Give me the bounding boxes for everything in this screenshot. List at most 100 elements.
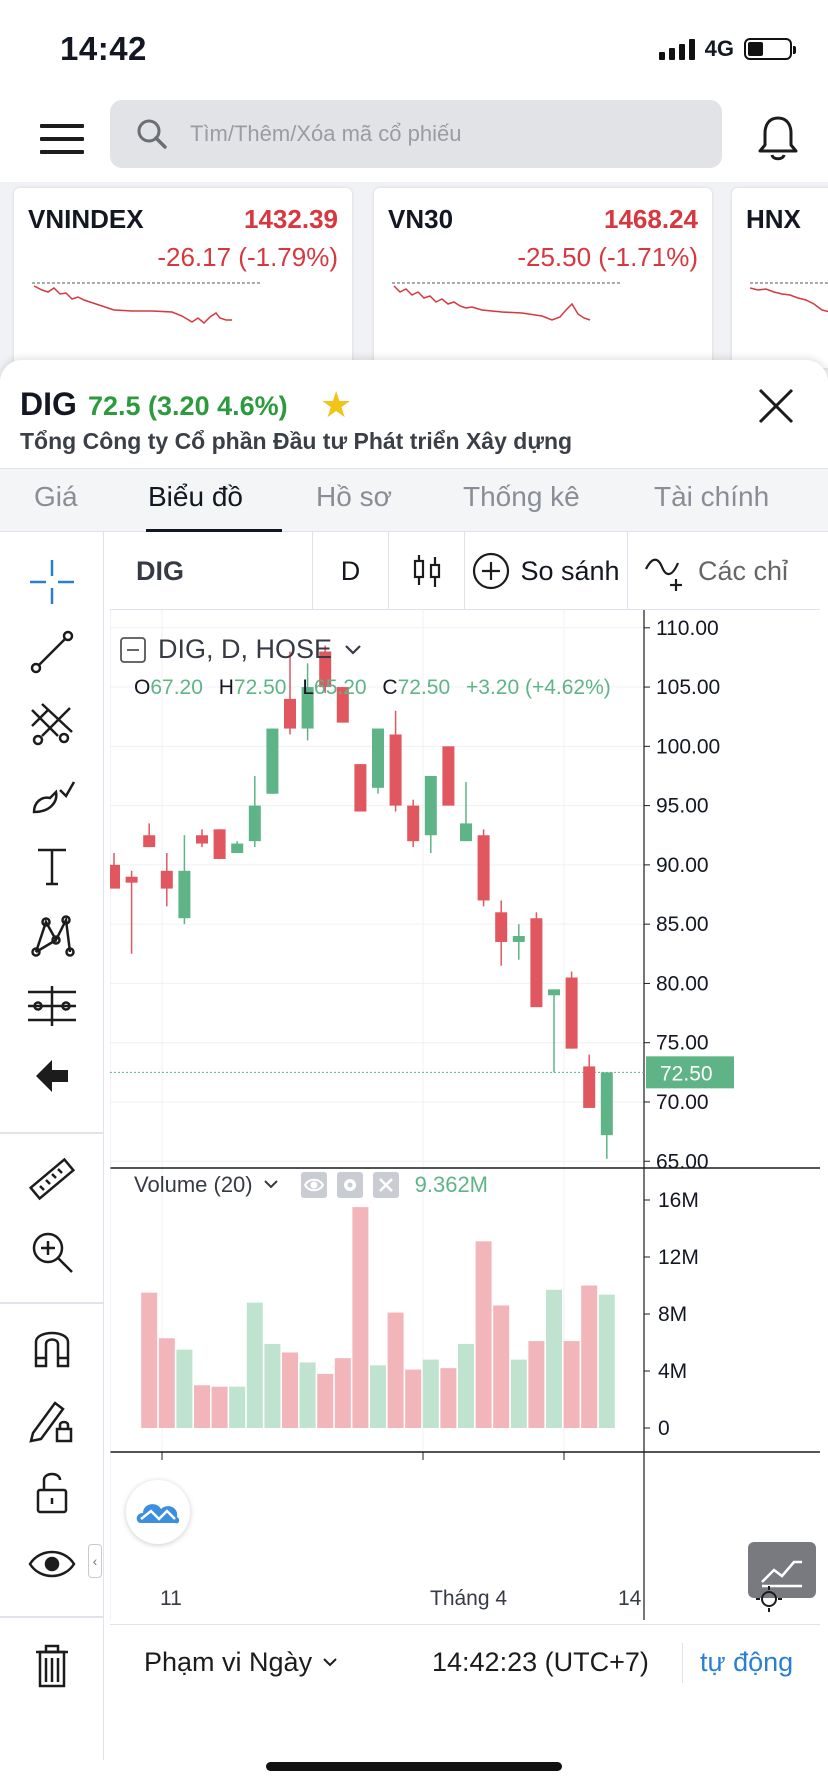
candle-body <box>110 864 120 889</box>
candle-body <box>213 829 226 859</box>
volume-bar <box>563 1341 580 1428</box>
volume-bar <box>334 1358 351 1428</box>
chart-style-toggle-icon[interactable] <box>748 1542 816 1598</box>
company-name: Tổng Công ty Cổ phần Đầu tư Phát triển X… <box>20 428 573 454</box>
eye-icon[interactable] <box>24 1536 80 1592</box>
candle-body <box>354 764 367 812</box>
settings-sun-icon[interactable] <box>754 1584 784 1614</box>
notification-bell-icon[interactable] <box>756 114 800 164</box>
candle-body <box>495 912 508 942</box>
volume-tick-label: 12M <box>658 1246 699 1269</box>
measure-range-icon[interactable] <box>24 978 80 1034</box>
volume-bar <box>493 1305 510 1428</box>
compare-label: So sánh <box>520 555 620 586</box>
volume-bar <box>405 1369 422 1428</box>
candle-body <box>143 835 156 848</box>
network-type: 4G <box>704 36 734 61</box>
volume-bar <box>387 1312 404 1428</box>
candle-body <box>530 918 543 1008</box>
clock-timezone[interactable]: 14:42:23 (UTC+7) <box>432 1647 649 1677</box>
auto-scale-toggle[interactable]: tự động <box>700 1647 794 1677</box>
brush-icon[interactable] <box>24 768 80 824</box>
volume-bar <box>264 1343 281 1428</box>
volume-bar <box>546 1289 562 1428</box>
drawing-toolbar <box>0 532 104 1760</box>
status-bar: 14:42 4G <box>0 0 828 96</box>
symbol-label: DIG <box>136 555 185 586</box>
detail-tabs: Giá Biểu đồ Hồ sơ Thống kê Tài chính <box>0 468 828 532</box>
high-value: 72.50 <box>233 676 287 699</box>
chart-type-button[interactable] <box>389 532 465 610</box>
index-card-vn30[interactable]: VN30 1468.24 -25.50 (-1.71%) <box>374 188 712 368</box>
volume-tick-label: 16M <box>658 1189 699 1212</box>
close-icon[interactable] <box>756 386 796 426</box>
candle-body <box>565 977 578 1049</box>
tab-tai-chinh[interactable]: Tài chính <box>654 481 770 512</box>
collapse-legend-icon[interactable] <box>120 636 146 663</box>
trash-icon[interactable] <box>24 1638 80 1694</box>
text-tool-icon[interactable] <box>24 838 80 894</box>
last-price-tag <box>646 1056 734 1089</box>
time-label: 14 <box>618 1587 642 1610</box>
symbol-button[interactable]: DIG <box>110 532 313 610</box>
expand-toolbar-handle[interactable]: ‹ <box>88 1544 102 1578</box>
chart-legend-title[interactable]: DIG, D, HOSE <box>158 634 333 664</box>
back-arrow-icon[interactable] <box>24 1048 80 1104</box>
ruler-icon[interactable] <box>24 1152 80 1208</box>
magnet-icon[interactable] <box>24 1318 80 1374</box>
indicators-button[interactable]: Các chỉ <box>628 532 820 610</box>
tab-thong-ke[interactable]: Thống kê <box>463 481 580 512</box>
volume-title[interactable]: Volume (20) <box>134 1172 253 1197</box>
trend-line-icon[interactable] <box>24 624 80 680</box>
favorite-star-icon[interactable]: ★ <box>320 384 353 425</box>
close-label: C <box>382 676 398 699</box>
chart-legend: DIG, D, HOSE <box>120 634 362 665</box>
open-label: O <box>134 676 151 699</box>
app-logo-icon[interactable] <box>126 1480 190 1544</box>
eye-toggle-icon[interactable] <box>300 1172 327 1198</box>
volume-tick-label: 0 <box>658 1417 670 1440</box>
settings-gear-icon[interactable] <box>336 1172 363 1198</box>
date-range-button[interactable]: Phạm vi Ngày <box>144 1647 338 1678</box>
volume-value: 9.362M <box>414 1172 489 1197</box>
compare-button[interactable]: So sánh <box>465 532 628 610</box>
tab-gia[interactable]: Giá <box>34 481 78 512</box>
pattern-icon[interactable] <box>24 908 80 964</box>
interval-button[interactable]: D <box>313 532 389 610</box>
index-card-hnx[interactable]: HNX <box>732 188 828 368</box>
chevron-down-icon[interactable] <box>344 644 362 656</box>
tab-ho-so[interactable]: Hồ sơ <box>316 481 392 512</box>
index-change: -25.50 (-1.71%) <box>517 242 698 272</box>
candle-body <box>248 805 261 842</box>
index-card-vnindex[interactable]: VNINDEX 1432.39 -26.17 (-1.79%) <box>14 188 352 368</box>
price-tick-label: 80.00 <box>656 972 709 995</box>
signal-icon <box>658 38 695 60</box>
volume-bar <box>598 1294 615 1428</box>
stock-ticker: DIG <box>20 386 77 422</box>
crosshair-icon[interactable] <box>24 554 80 610</box>
price-tick-label: 105.00 <box>656 676 720 699</box>
price-chart[interactable]: 110.00 105.00 100.00 95.00 90.00 85.00 80.00 75… <box>110 610 820 1780</box>
volume-bar <box>317 1373 334 1428</box>
low-value: 65.20 <box>314 676 367 699</box>
candle-body <box>336 687 349 723</box>
unlock-icon[interactable] <box>24 1464 80 1520</box>
chevron-down-icon[interactable] <box>263 1179 279 1191</box>
remove-indicator-icon[interactable] <box>372 1172 399 1198</box>
top-nav: Tìm/Thêm/Xóa mã cổ phiếu <box>0 96 828 182</box>
pitchfork-icon[interactable] <box>24 696 80 752</box>
menu-icon[interactable] <box>40 124 84 154</box>
volume-bar <box>528 1341 545 1428</box>
open-value: 67.20 <box>150 676 203 699</box>
candles-icon <box>413 555 440 587</box>
index-sparkline <box>750 282 828 313</box>
lock-drawings-icon[interactable] <box>24 1392 80 1448</box>
search-input[interactable]: Tìm/Thêm/Xóa mã cổ phiếu <box>110 100 722 168</box>
candle-body <box>477 835 490 901</box>
tab-bieu-do[interactable]: Biểu đồ <box>148 481 243 512</box>
time-label: 11 <box>160 1587 182 1610</box>
candle-body <box>231 843 244 854</box>
home-indicator <box>266 1762 562 1771</box>
zoom-in-icon[interactable] <box>24 1224 80 1280</box>
chart-area[interactable]: DIG D So sánh Các chỉ 110.00 105.00 100.00… <box>88 532 820 1780</box>
